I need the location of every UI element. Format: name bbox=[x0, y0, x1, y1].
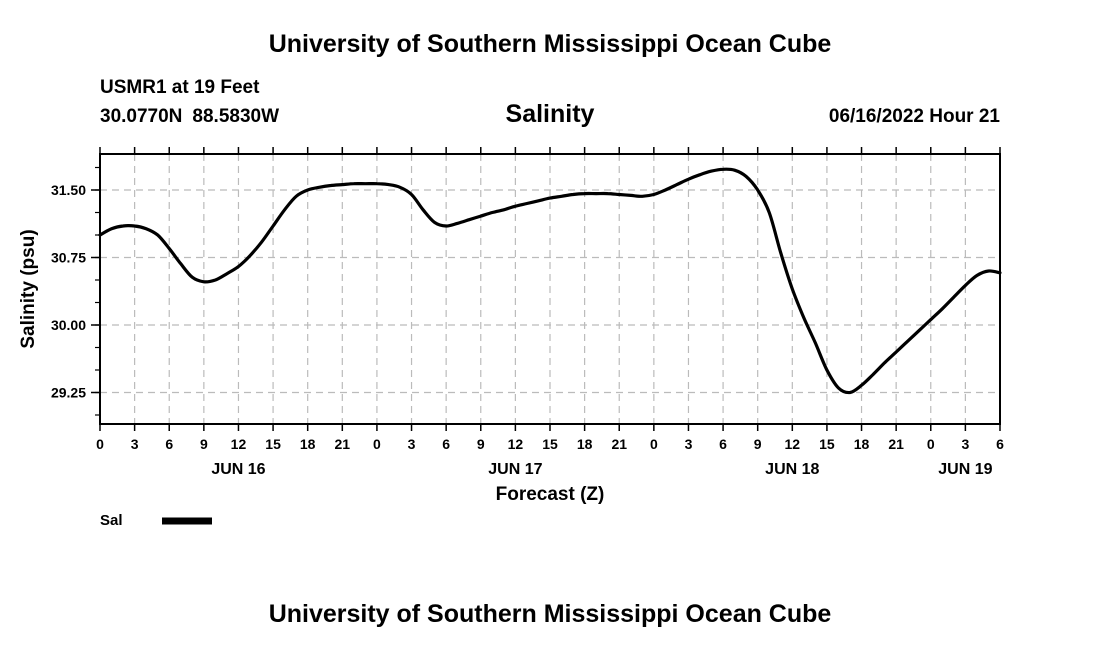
x-tick-label: 0 bbox=[96, 436, 104, 452]
x-tick-label: 12 bbox=[508, 436, 524, 452]
x-tick-label: 9 bbox=[200, 436, 208, 452]
x-tick-label: 12 bbox=[785, 436, 801, 452]
x-tick-label: 15 bbox=[542, 436, 558, 452]
y-tick-label: 30.75 bbox=[51, 250, 86, 266]
page-title: University of Southern Mississippi Ocean… bbox=[268, 30, 832, 58]
x-tick-label: 21 bbox=[888, 436, 904, 452]
y-tick-label: 29.25 bbox=[51, 385, 86, 401]
x-tick-label: 12 bbox=[231, 436, 247, 452]
x-tick-label: 3 bbox=[961, 436, 969, 452]
x-tick-label: 9 bbox=[477, 436, 485, 452]
x-tick-label: 0 bbox=[650, 436, 658, 452]
y-axis-title: Salinity (psu) bbox=[18, 229, 39, 348]
coordinates: 30.0770N 88.5830W bbox=[100, 106, 279, 128]
series-layer bbox=[98, 167, 1002, 395]
x-tick-label: 15 bbox=[265, 436, 281, 452]
legend-label: Sal bbox=[100, 512, 123, 529]
y-tick-label: 30.00 bbox=[51, 317, 86, 333]
latitude: 30.0770N bbox=[100, 106, 183, 127]
x-tick-label: 0 bbox=[927, 436, 935, 452]
forecast-timestamp: 06/16/2022 Hour 21 bbox=[828, 106, 1000, 127]
x-tick-label: 6 bbox=[165, 436, 173, 452]
x-tick-label: 0 bbox=[373, 436, 381, 452]
x-tick-label: 6 bbox=[442, 436, 450, 452]
longitude: 88.5830W bbox=[192, 106, 280, 127]
x-tick-label: 6 bbox=[996, 436, 1004, 452]
y-tick-label: 31.50 bbox=[51, 182, 86, 198]
x-tick-label: 21 bbox=[611, 436, 627, 452]
x-day-label: JUN 18 bbox=[765, 461, 819, 478]
series-line-sal bbox=[98, 167, 1002, 395]
x-tick-label: 18 bbox=[854, 436, 870, 452]
x-tick-label: 3 bbox=[408, 436, 416, 452]
axis-ticks bbox=[91, 147, 1001, 431]
plot-title: Salinity bbox=[505, 100, 595, 128]
footer-title: University of Southern Mississippi Ocean… bbox=[268, 600, 832, 628]
x-tick-label: 15 bbox=[819, 436, 835, 452]
x-tick-label: 18 bbox=[577, 436, 593, 452]
x-day-label: JUN 19 bbox=[938, 461, 992, 478]
station-label: USMR1 at 19 Feet bbox=[100, 77, 260, 98]
x-tick-label: 9 bbox=[754, 436, 762, 452]
x-tick-label: 6 bbox=[719, 436, 727, 452]
x-tick-label: 21 bbox=[335, 436, 351, 452]
x-day-label: JUN 16 bbox=[211, 461, 265, 478]
x-tick-label: 3 bbox=[685, 436, 693, 452]
x-tick-label: 3 bbox=[131, 436, 139, 452]
x-axis-title: Forecast (Z) bbox=[496, 484, 605, 505]
x-tick-label: 18 bbox=[300, 436, 316, 452]
x-day-label: JUN 17 bbox=[488, 461, 542, 478]
axis-labels: 0 3 6 9 12 15 18 21 0 3 6 9 12 15 18 21 0 3 6 9 12 15 18 21 0 3 6 2… bbox=[51, 182, 1004, 478]
